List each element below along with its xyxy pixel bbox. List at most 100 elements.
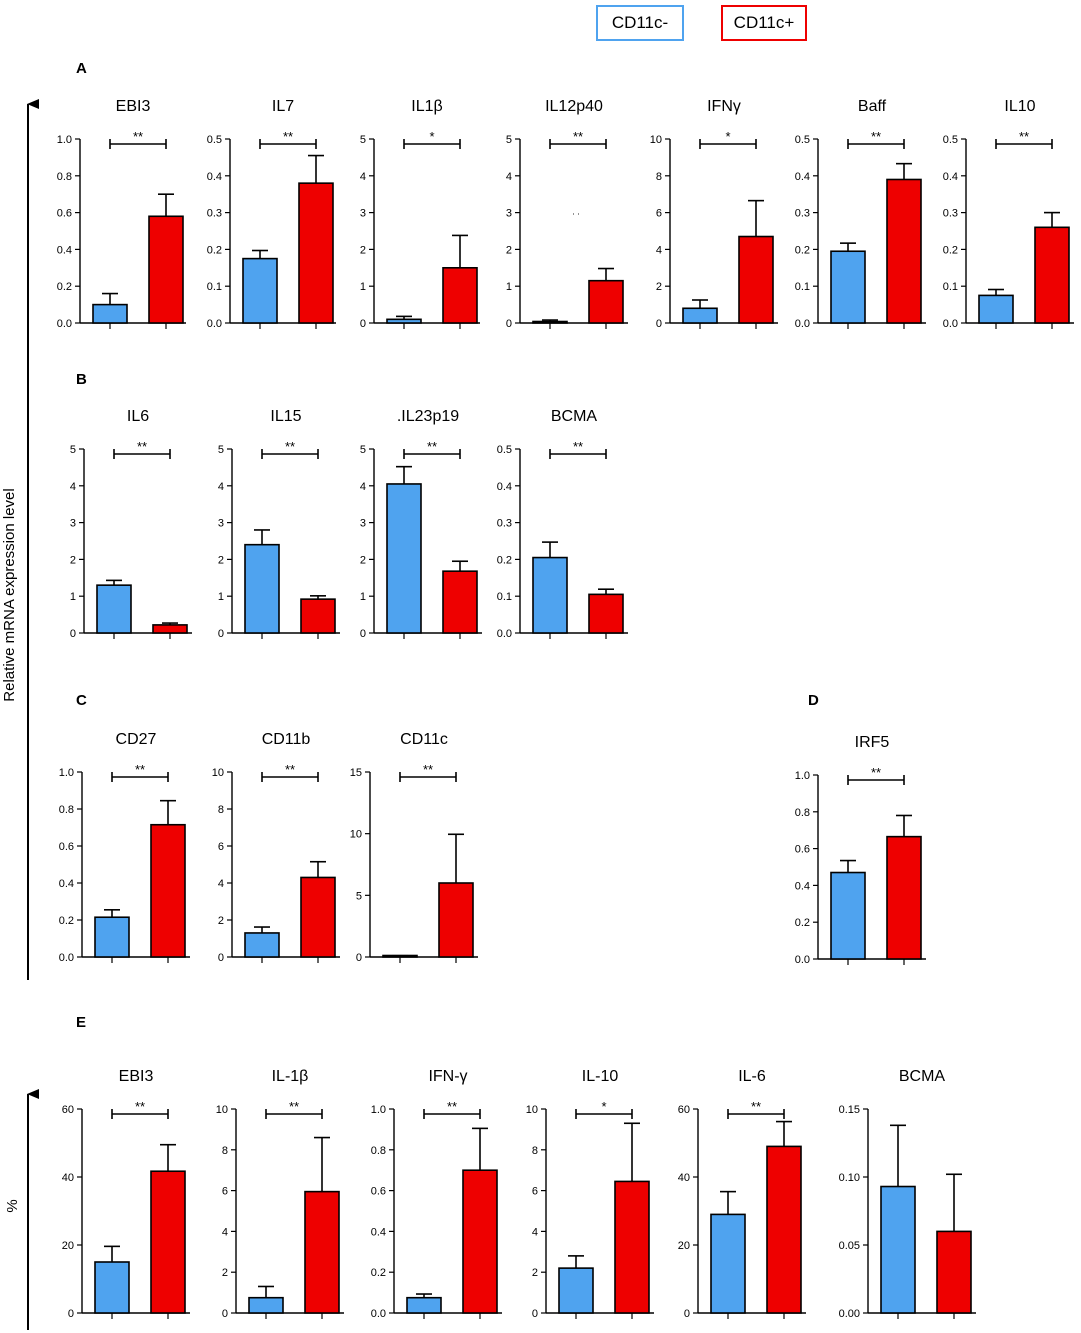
e-y-axis-label: % <box>4 1199 21 1212</box>
y-tick-label: 3 <box>70 518 76 530</box>
bar-cd11c-pos <box>886 178 922 324</box>
significance-marker: ** <box>447 1099 457 1114</box>
y-tick-label: 0 <box>656 318 662 330</box>
significance-marker: ** <box>289 1099 299 1114</box>
y-tick-label: 0.1 <box>795 281 810 293</box>
chart-title: IL10 <box>1004 98 1035 115</box>
bar-cd11c-pos <box>300 598 336 634</box>
y-tick-label: 0.0 <box>795 954 810 966</box>
y-tick-label: 0.1 <box>207 281 222 293</box>
bar-cd11c-pos <box>738 235 774 324</box>
chart-title: CD11b <box>262 731 311 748</box>
y-tick-label: 0.05 <box>839 1240 860 1252</box>
y-tick-label: 0.0 <box>59 952 74 964</box>
y-tick-label: 40 <box>62 1172 74 1184</box>
y-tick-label: 8 <box>656 171 662 183</box>
chart-title: IRF5 <box>855 734 890 751</box>
y-tick-label: 5 <box>360 134 366 146</box>
y-tick-label: 0.8 <box>57 171 72 183</box>
chart-title: IL7 <box>272 98 294 115</box>
y-tick-label: 0.4 <box>795 880 810 892</box>
chart-b-bcma-10: BCMA 0.0 0.1 0.2 0.3 0.4 0.5 ** <box>497 408 628 640</box>
y-tick-label: 1 <box>360 281 366 293</box>
bar-cd11c-pos <box>438 882 474 958</box>
y-tick-label: 0.1 <box>497 591 512 603</box>
bar-cd11c-pos <box>766 1145 802 1314</box>
y-tick-label: 3 <box>360 208 366 220</box>
legend-label-negative: CD11c- <box>611 13 669 32</box>
panel-label-b: B <box>76 371 87 388</box>
bar-cd11c-neg <box>386 318 422 324</box>
bar-cd11c-neg <box>532 556 568 634</box>
panel-label-d: D <box>808 692 819 709</box>
y-tick-label: 40 <box>678 1172 690 1184</box>
chart-title: IFN-γ <box>428 1068 467 1085</box>
bar-cd11c-neg <box>710 1213 746 1314</box>
y-tick-label: 2 <box>222 1267 228 1279</box>
y-tick-label: 5 <box>218 444 224 456</box>
y-tick-label: 0.15 <box>839 1104 860 1116</box>
chart-b-il23p19-9: .IL23p19 0 1 2 3 4 5 ** <box>360 408 482 640</box>
chart-title: Baff <box>858 98 887 115</box>
chart-a-baff-5: Baff 0.0 0.1 0.2 0.3 0.4 0.5 ** <box>795 98 926 330</box>
bar-cd11c-pos <box>150 1170 186 1314</box>
chart-title: BCMA <box>899 1068 946 1085</box>
significance-marker: ** <box>135 762 145 777</box>
y-tick-label: 0.2 <box>371 1267 386 1279</box>
y-tick-label: 0.6 <box>371 1186 386 1198</box>
y-tick-label: 0.3 <box>795 208 810 220</box>
bar-cd11c-neg <box>978 294 1014 324</box>
bar-cd11c-pos <box>304 1190 340 1314</box>
y-tick-label: 8 <box>532 1145 538 1157</box>
bar-cd11c-neg <box>92 303 128 324</box>
chart-e-ebi3-15: EBI3 0 20 40 60 ** <box>62 1068 190 1320</box>
significance-marker: ** <box>285 439 295 454</box>
significance-marker: ** <box>423 762 433 777</box>
bar-cd11c-neg <box>386 483 422 634</box>
y-tick-label: 10 <box>350 829 362 841</box>
y-tick-label: 4 <box>70 481 76 493</box>
y-tick-label: 8 <box>218 804 224 816</box>
chart-a-il12p40-3: IL12p40 0 1 2 3 4 5 ** . . <box>506 98 628 330</box>
bar-cd11c-neg <box>880 1185 916 1314</box>
y-tick-label: 10 <box>212 767 224 779</box>
y-tick-label: 6 <box>656 208 662 220</box>
y-tick-label: 6 <box>532 1186 538 1198</box>
y-tick-label: 4 <box>532 1226 538 1238</box>
chart-title: IL-1β <box>272 1068 309 1085</box>
significance-marker: ** <box>133 129 143 144</box>
chart-title: IL-6 <box>738 1068 766 1085</box>
y-tick-label: 2 <box>218 915 224 927</box>
chart-a-ebi3-0: EBI3 0.0 0.2 0.4 0.6 0.8 1.0 ** <box>57 98 186 330</box>
y-tick-label: 6 <box>218 841 224 853</box>
y-tick-label: 1.0 <box>371 1104 386 1116</box>
y-tick-label: 0.0 <box>943 318 958 330</box>
y-tick-label: 2 <box>360 244 366 256</box>
y-tick-label: 0.4 <box>795 171 810 183</box>
significance-marker: * <box>725 129 730 144</box>
bar-cd11c-pos <box>588 279 624 324</box>
y-tick-label: 0.8 <box>59 804 74 816</box>
significance-marker: ** <box>751 1099 761 1114</box>
y-tick-label: 5 <box>70 444 76 456</box>
y-tick-label: 1 <box>506 281 512 293</box>
bar-cd11c-neg <box>96 584 132 634</box>
y-tick-label: 0 <box>360 318 366 330</box>
y-tick-label: 3 <box>218 518 224 530</box>
chart-title: IL12p40 <box>545 98 603 115</box>
chart-e-il-1-16: IL-1β 0 2 4 6 8 10 ** <box>216 1068 344 1320</box>
chart-title: IL15 <box>270 408 301 425</box>
chart-note: . . <box>572 207 580 217</box>
y-tick-label: 0 <box>356 952 362 964</box>
chart-title: BCMA <box>551 408 598 425</box>
y-tick-label: 0.4 <box>57 244 72 256</box>
significance-marker: ** <box>137 439 147 454</box>
y-tick-label: 0.3 <box>497 518 512 530</box>
bar-cd11c-neg <box>248 1296 284 1314</box>
panel-label-c: C <box>76 692 87 709</box>
y-tick-label: 0.10 <box>839 1172 860 1184</box>
bar-cd11c-neg <box>682 307 718 324</box>
y-tick-label: 2 <box>532 1267 538 1279</box>
y-tick-label: 2 <box>360 554 366 566</box>
